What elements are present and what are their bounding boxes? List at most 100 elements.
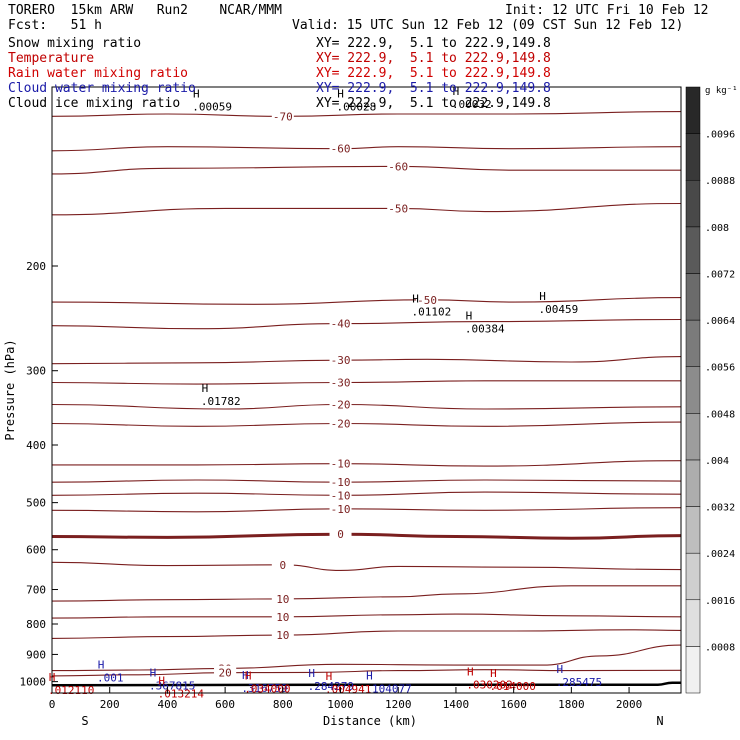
rain-water-max-label-5: .014000: [489, 680, 535, 693]
cloud-water-max-label-0: .001: [97, 672, 124, 685]
temperature-contour-15: [51, 561, 682, 571]
y-tick-label-6: 800: [26, 618, 46, 631]
cloud-ice-max-symbol-2: H: [466, 310, 473, 323]
plot-header: TORERO 15km ARW Run2 NCAR/MMM Init: 12 U…: [0, 0, 740, 112]
contour-label-17: 10: [276, 611, 289, 624]
contour-label-7: -30: [331, 376, 351, 389]
colorbar-label-0: .0008: [705, 642, 735, 653]
field-xy-0: XY= 222.9, 5.1 to 222.9,149.8: [316, 36, 551, 51]
temperature-contour-4: [51, 297, 682, 305]
colorbar-bin-4: [685, 459, 701, 507]
x-tick-label-1: 200: [100, 698, 120, 711]
cloud-water-max-symbol-1: H: [150, 667, 157, 680]
colorbar-bin-0: [685, 646, 701, 694]
y-tick-label-4: 600: [26, 544, 46, 557]
cloud-water-max-symbol-0: H: [98, 659, 105, 672]
contour-label-5: -40: [331, 318, 351, 331]
contour-label-bg-14: [329, 527, 352, 541]
north-end-label: N: [656, 714, 663, 728]
x-tick-label-10: 2000: [616, 698, 643, 711]
rain-water-max-label-1: .013214: [158, 688, 205, 701]
temperature-contour-6: [51, 356, 682, 365]
temperature-contour-19: [51, 644, 682, 672]
y-axis-label: Pressure (hPa): [3, 339, 17, 440]
contour-label-1: -60: [331, 143, 351, 156]
colorbar-bin-12: [685, 86, 701, 134]
cloud-ice-max-label-2: .00384: [465, 323, 505, 336]
rain-water-max-symbol-1: H: [158, 675, 165, 688]
contour-label-bg-16: [271, 591, 294, 605]
temperature-contour-9: [51, 421, 682, 427]
contour-label-0: -70: [273, 110, 293, 123]
cloud-water-max-symbol-3: H: [308, 667, 315, 680]
field-name-3: Cloud water mixing ratio: [8, 81, 196, 96]
temperature-contour-13: [51, 507, 682, 513]
temperature-contour-17: [51, 613, 682, 619]
x-tick-label-6: 1200: [385, 698, 412, 711]
contour-label-bg-10: [329, 456, 352, 470]
contour-label-bg-7: [329, 375, 352, 389]
colorbar-label-6: .0056: [705, 363, 735, 374]
contour-label-bg-11: [329, 475, 352, 489]
field-name-2: Rain water mixing ratio: [8, 66, 189, 81]
cloud-water-max-symbol-2: H: [242, 669, 249, 682]
field-xy-1: XY= 222.9, 5.1 to 222.9,149.8: [316, 51, 551, 66]
cloud-ice-max-label-0: .01782: [201, 395, 241, 408]
contour-label-2: -60: [388, 160, 408, 173]
y-tick-label-2: 400: [26, 439, 46, 452]
temperature-contours: [51, 111, 682, 687]
contour-label-bg-6: [329, 353, 352, 367]
field-name-0: Snow mixing ratio: [8, 36, 142, 51]
rain-water-max-symbol-3: H: [326, 670, 333, 683]
contour-label-18: 10: [276, 629, 289, 642]
field-xy-4: XY= 222.9, 5.1 to 222.9,149.8: [316, 96, 551, 111]
temperature-contour-11: [51, 479, 682, 483]
y-tick-label-1: 300: [26, 365, 46, 378]
x-axis-label: Distance (km): [323, 714, 417, 728]
temperature-contour-20: [51, 669, 682, 677]
x-tick-label-7: 1400: [443, 698, 470, 711]
contour-label-20: 20: [218, 667, 231, 680]
field-name-4: Cloud ice mixing ratio: [8, 96, 181, 111]
colorbar-label-5: .0048: [705, 409, 735, 420]
cloud-water-max-symbol-4: H: [366, 670, 373, 683]
colorbar-unit: g kg⁻¹: [705, 86, 738, 96]
forecast-hour: Fcst: 51 h: [8, 18, 102, 33]
plot-frame: [51, 86, 682, 694]
contour-label-bg-12: [329, 488, 352, 502]
colorbar-label-8: .0072: [705, 269, 735, 280]
contour-label-bg-18: [271, 628, 294, 642]
south-end-label: S: [81, 714, 88, 728]
contour-label-bg-0: [271, 109, 294, 123]
contour-label-10: -10: [331, 458, 351, 471]
contour-label-bg-20: [214, 665, 237, 679]
cloud-ice-max-symbol-0: H: [202, 382, 209, 395]
colorbar-bin-5: [685, 413, 701, 461]
colorbar-bin-6: [685, 366, 701, 414]
contour-label-14: 0: [337, 528, 344, 541]
rain-water-max-symbol-5: H: [490, 667, 497, 680]
contour-label-11: -10: [331, 476, 351, 489]
cloud-ice-max-symbol-1: H: [412, 292, 419, 305]
temperature-contour-3: [51, 202, 682, 216]
valid-time: Valid: 15 UTC Sun 12 Feb 12 (09 CST Sun …: [292, 18, 684, 33]
x-tick-label-3: 600: [215, 698, 235, 711]
x-tick-label-4: 800: [273, 698, 293, 711]
contour-label-bg-17: [271, 609, 294, 623]
colorbar-bin-2: [685, 552, 701, 601]
temperature-contour-12: [51, 491, 682, 496]
contour-label-3: -50: [388, 202, 408, 215]
colorbar: .0008 .0016 .0024 .0032 .004 .0048 .0056 .0064.…: [685, 86, 738, 694]
contour-label-bg-4: [416, 292, 439, 306]
rain-water-max-symbol-2: H: [245, 670, 252, 683]
y-tick-label-8: 1000: [20, 676, 47, 689]
x-tick-label-0: 0: [49, 698, 56, 711]
contour-label-bg-1: [329, 141, 352, 155]
x-tick-label-2: 400: [157, 698, 177, 711]
colorbar-bin-3: [685, 506, 701, 554]
rain-water-max-label-4: .030202: [466, 679, 512, 692]
y-tick-label-5: 700: [26, 584, 46, 597]
cloud-water-max-label-3: .284279: [308, 680, 354, 693]
cloud-water-max-label-5: .285475: [556, 676, 602, 689]
